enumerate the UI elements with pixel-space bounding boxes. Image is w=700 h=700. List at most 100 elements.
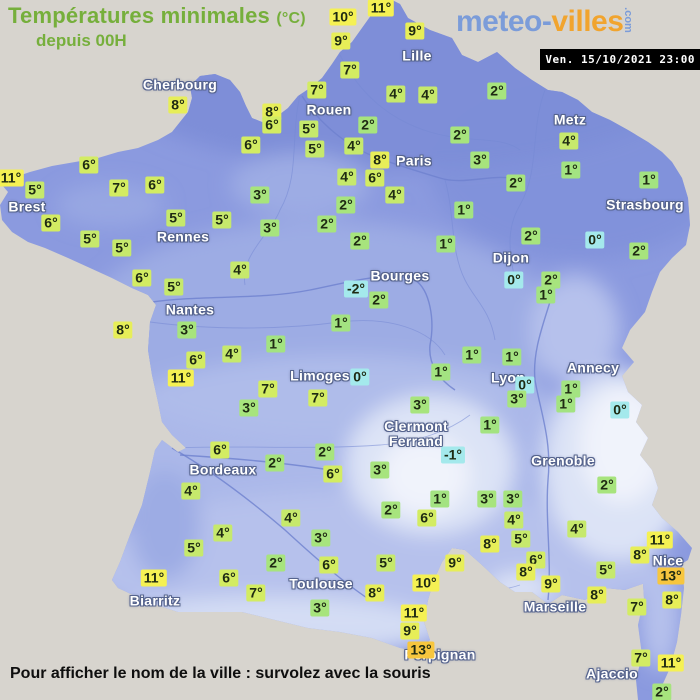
temp-badge[interactable]: 5° (376, 554, 396, 572)
temp-badge[interactable]: 3° (470, 151, 490, 169)
temp-badge[interactable]: 6° (210, 441, 230, 459)
temp-badge[interactable]: 1° (430, 490, 450, 508)
temp-badge[interactable]: 9° (400, 622, 420, 640)
temp-badge[interactable]: 1° (639, 171, 659, 189)
city-label[interactable]: Brest (8, 198, 46, 215)
temp-badge[interactable]: 9° (541, 575, 561, 593)
temp-badge[interactable]: -1° (440, 446, 466, 464)
city-label[interactable]: Metz (553, 111, 587, 128)
temp-badge[interactable]: 3° (260, 219, 280, 237)
temp-badge[interactable]: 0° (504, 271, 524, 289)
temp-badge[interactable]: 4° (385, 186, 405, 204)
city-label[interactable]: Bourges (370, 267, 430, 284)
city-label[interactable]: Toulouse (289, 575, 353, 592)
temp-badge[interactable]: 1° (556, 395, 576, 413)
temp-badge[interactable]: 2° (521, 227, 541, 245)
temp-badge[interactable]: 5° (511, 530, 531, 548)
temp-badge[interactable]: 0° (585, 231, 605, 249)
temp-badge[interactable]: 9° (405, 22, 425, 40)
temp-badge[interactable]: 6° (365, 169, 385, 187)
temp-badge[interactable]: 3° (503, 490, 523, 508)
temp-badge[interactable]: 11° (0, 169, 25, 187)
temp-badge[interactable]: 3° (177, 321, 197, 339)
temp-badge[interactable]: 6° (323, 465, 343, 483)
temp-badge[interactable]: 2° (381, 501, 401, 519)
temp-badge[interactable]: 8° (168, 96, 188, 114)
city-label[interactable]: Dijon (492, 249, 530, 266)
temp-badge[interactable]: 2° (317, 215, 337, 233)
temp-badge[interactable]: 7° (246, 584, 266, 602)
temp-badge[interactable]: 7° (627, 598, 647, 616)
temp-badge[interactable]: 1° (436, 235, 456, 253)
temp-badge[interactable]: 6° (241, 136, 261, 154)
temp-badge[interactable]: 4° (504, 511, 524, 529)
temp-badge[interactable]: 2° (597, 476, 617, 494)
temp-badge[interactable]: 1° (454, 201, 474, 219)
temp-badge[interactable]: 11° (367, 0, 395, 17)
temp-badge[interactable]: 4° (213, 524, 233, 542)
temp-badge[interactable]: 8° (262, 103, 282, 121)
temp-badge[interactable]: 2° (652, 683, 672, 700)
temp-badge[interactable]: 2° (358, 116, 378, 134)
city-label[interactable]: Strasbourg (606, 196, 684, 213)
city-label[interactable]: Biarritz (129, 592, 181, 609)
temp-badge[interactable]: 8° (662, 591, 682, 609)
temp-badge[interactable]: 4° (337, 168, 357, 186)
city-label[interactable]: Lille (402, 47, 432, 64)
temp-badge[interactable]: 5° (596, 561, 616, 579)
temp-badge[interactable]: 5° (184, 539, 204, 557)
temp-badge[interactable]: 1° (561, 380, 581, 398)
temp-badge[interactable]: 8° (365, 584, 385, 602)
temp-badge[interactable]: 9° (445, 554, 465, 572)
temp-badge[interactable]: 2° (350, 232, 370, 250)
temp-badge[interactable]: 3° (250, 186, 270, 204)
temp-badge[interactable]: 11° (167, 369, 195, 387)
temp-badge[interactable]: 3° (239, 399, 259, 417)
temp-badge[interactable]: 5° (25, 181, 45, 199)
temp-badge[interactable]: 3° (477, 490, 497, 508)
temp-badge[interactable]: 5° (166, 209, 186, 227)
temp-badge[interactable]: 2° (315, 443, 335, 461)
temp-badge[interactable]: 4° (281, 509, 301, 527)
temp-badge[interactable]: 2° (487, 82, 507, 100)
temp-badge[interactable]: 7° (631, 649, 651, 667)
temp-badge[interactable]: 3° (370, 461, 390, 479)
temp-badge[interactable]: 2° (369, 291, 389, 309)
city-label[interactable]: Nantes (165, 301, 215, 318)
temp-badge[interactable]: 6° (219, 569, 239, 587)
temp-badge[interactable]: 2° (541, 271, 561, 289)
temp-badge[interactable]: 4° (181, 482, 201, 500)
temp-badge[interactable]: -2° (343, 280, 369, 298)
temp-badge[interactable]: 2° (629, 242, 649, 260)
temp-badge[interactable]: 7° (258, 380, 278, 398)
temp-badge[interactable]: 4° (567, 520, 587, 538)
temp-badge[interactable]: 11° (140, 569, 168, 587)
temp-badge[interactable]: 2° (266, 554, 286, 572)
temp-badge[interactable]: 2° (336, 196, 356, 214)
temp-badge[interactable]: 6° (186, 351, 206, 369)
city-label[interactable]: Nice (652, 552, 684, 569)
temp-badge[interactable]: 6° (145, 176, 165, 194)
temp-badge[interactable]: 5° (80, 230, 100, 248)
temp-badge[interactable]: 13° (407, 641, 435, 659)
temp-badge[interactable]: 8° (630, 546, 650, 564)
temp-badge[interactable]: 7° (109, 179, 129, 197)
temp-badge[interactable]: 4° (559, 132, 579, 150)
temp-badge[interactable]: 9° (331, 32, 351, 50)
temp-badge[interactable]: 13° (657, 567, 685, 585)
temp-badge[interactable]: 8° (516, 563, 536, 581)
temp-badge[interactable]: 4° (418, 86, 438, 104)
temp-badge[interactable]: 6° (132, 269, 152, 287)
city-label[interactable]: Marseille (523, 598, 587, 615)
temp-badge[interactable]: 4° (222, 345, 242, 363)
temp-badge[interactable]: 8° (480, 535, 500, 553)
temp-badge[interactable]: 3° (410, 396, 430, 414)
city-label[interactable]: Clermont Ferrand (384, 418, 448, 449)
temp-badge[interactable]: 4° (230, 261, 250, 279)
city-label[interactable]: Annecy (566, 359, 620, 376)
temp-badge[interactable]: 10° (412, 574, 440, 592)
city-label[interactable]: Rennes (156, 228, 210, 245)
temp-badge[interactable]: 1° (480, 416, 500, 434)
city-label[interactable]: Cherbourg (142, 76, 218, 93)
temp-badge[interactable]: 3° (310, 599, 330, 617)
